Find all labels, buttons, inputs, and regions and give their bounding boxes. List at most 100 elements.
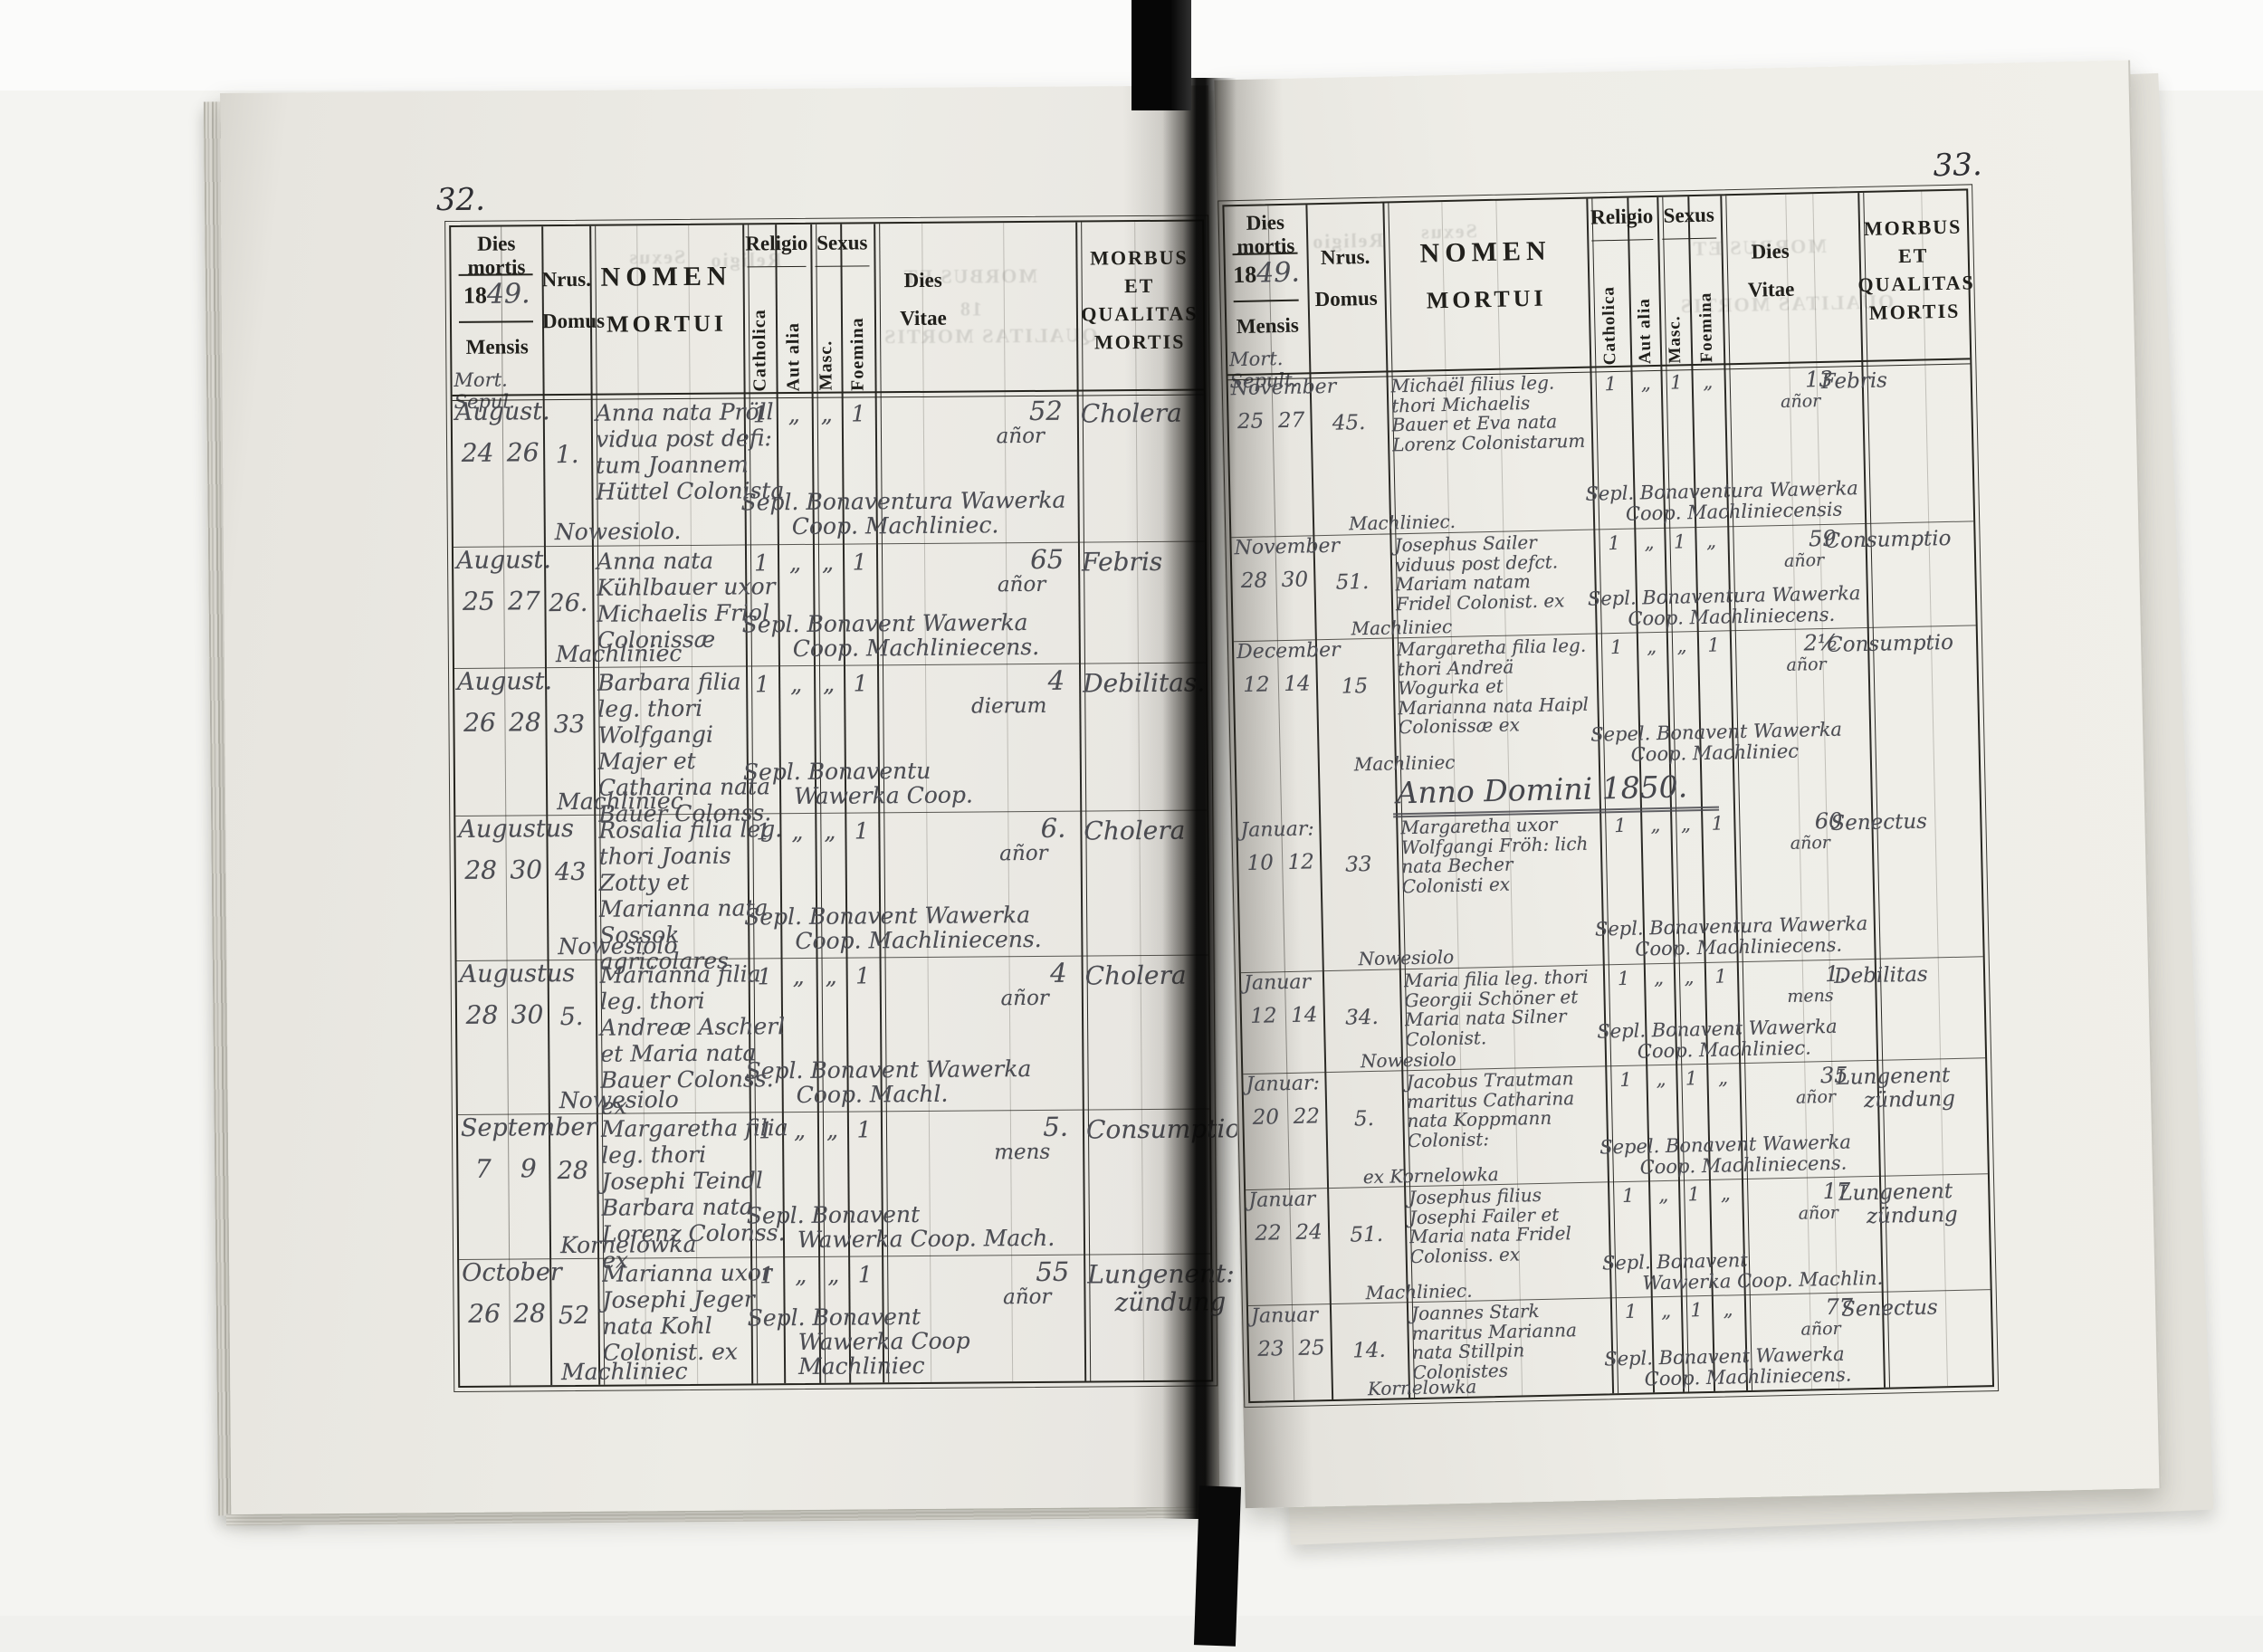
other-religion-mark: „ — [1658, 1183, 1669, 1207]
female-mark: 1 — [856, 1116, 872, 1143]
catholic-mark: 1 — [758, 1117, 774, 1144]
ghost-bleedthrough-text: QUALITAS MORTIS — [883, 323, 1098, 349]
age-unit: mens — [1787, 985, 1834, 1007]
deceased-name: Maria filia leg. thori Georgii Schöner e… — [1403, 965, 1590, 1050]
house-number: 5. — [559, 1002, 584, 1032]
male-mark: 1 — [1687, 1183, 1701, 1206]
male-mark: „ — [823, 670, 835, 697]
other-religion-mark: „ — [792, 962, 805, 990]
age-unit: añor — [1783, 549, 1825, 571]
table-row: August. 25 27 26. Anna nata Kühlbauer uxor M… — [453, 540, 1206, 669]
age-value: 60 añor — [1733, 808, 1843, 855]
catholic-mark: 1 — [1604, 372, 1618, 396]
rule — [1233, 299, 1299, 303]
age-value: 1. mens — [1737, 961, 1847, 1008]
page-number-left: 32. — [435, 181, 486, 219]
house-number: 51. — [1335, 569, 1370, 595]
age-value: 4 añor — [883, 958, 1067, 1013]
table-row: October 26 28 52 Marianna uxor Josephi Jeger… — [459, 1253, 1235, 1387]
house-number: 15 — [1341, 674, 1369, 699]
sexus-header: Sexus — [816, 231, 868, 254]
death-day: 22 — [1255, 1221, 1283, 1246]
age-value: 35 añor — [1739, 1063, 1848, 1110]
death-month: Augustus — [458, 814, 575, 844]
age-unit: añor — [1798, 1202, 1839, 1224]
masc-subheader: Masc. — [816, 340, 836, 391]
other-religion-mark: „ — [1644, 531, 1655, 554]
domus-header: Domus — [541, 309, 606, 333]
death-month: September — [460, 1112, 597, 1142]
disease-name: Debilitas — [1833, 962, 1928, 988]
house-number: 34. — [1344, 1005, 1380, 1030]
house-number: 33 — [1344, 852, 1372, 877]
female-mark: „ — [1723, 1298, 1733, 1321]
male-mark: „ — [1684, 966, 1695, 988]
death-month: Januar — [1248, 1188, 1316, 1213]
aut-alia-subheader: Aut alia — [1634, 298, 1655, 365]
burial-note: Sepl. Bonaventura Wawerka Coop. Machlinie… — [740, 486, 1066, 540]
morbus-header-line: ET — [1897, 244, 1929, 268]
year-printed: 18 — [463, 282, 488, 309]
age-unit: añor — [1800, 1318, 1841, 1340]
other-religion-mark: „ — [790, 670, 803, 698]
age-unit: añor — [1780, 390, 1821, 412]
domus-header: Domus — [1314, 286, 1378, 311]
male-mark: „ — [826, 1116, 839, 1143]
ghost-bleedthrough-text: Sexus — [627, 244, 686, 269]
burial-day: 9 — [520, 1153, 537, 1184]
house-number: 52 — [558, 1301, 590, 1331]
catholica-subheader: Catholica — [1598, 285, 1619, 366]
morbus-header-line: MORBUS — [1863, 215, 1962, 240]
death-day: 7 — [474, 1153, 492, 1184]
house-number: 14. — [1351, 1338, 1387, 1363]
catholic-mark: 1 — [755, 671, 770, 698]
age-unit: añor — [1790, 832, 1831, 854]
female-mark: 1 — [1711, 812, 1724, 835]
burial-day: 27 — [1277, 408, 1305, 434]
catholic-mark: 1 — [757, 963, 772, 990]
catholic-mark: 1 — [1608, 531, 1621, 555]
deceased-name: Josephus filius Josephi Failer et Maria … — [1408, 1183, 1572, 1267]
death-day: 24 — [461, 437, 494, 468]
disease-name: Consumptio — [1826, 630, 1954, 657]
aut-alia-subheader: Aut alia — [783, 321, 804, 392]
male-mark: 1 — [1690, 1299, 1704, 1322]
burial-note: Sepl. Bonaventura Wawerka Coop. Machlinie… — [1585, 477, 1859, 525]
other-religion-mark: „ — [788, 549, 802, 577]
death-day: 28 — [1240, 568, 1268, 594]
burial-day: 26 — [506, 437, 539, 468]
table-row: Januar 12 14 34. Maria filia leg. thori Geor… — [1240, 956, 1986, 1075]
death-day: 26 — [468, 1298, 501, 1329]
sexus-header: Sexus — [1663, 203, 1715, 227]
mensis-header: Mensis — [1236, 313, 1300, 339]
death-day: 26 — [463, 707, 496, 738]
age-value: 77 añor — [1744, 1294, 1854, 1341]
deceased-name: Michaël filius leg. thori Michaelis Baue… — [1390, 371, 1586, 455]
catholic-mark: 1 — [1621, 1184, 1635, 1208]
death-month: Januar — [1250, 1303, 1319, 1328]
rule — [1591, 239, 1654, 242]
disease-name: Lungenent zündung — [1836, 1064, 1956, 1112]
death-month: August. — [455, 546, 552, 575]
other-religion-mark: „ — [791, 817, 804, 845]
ghost-bleedthrough-text: Religio — [1310, 228, 1384, 253]
death-month: Januar — [1243, 970, 1312, 996]
death-day: 12 — [1250, 1004, 1277, 1028]
burial-day: 30 — [511, 999, 544, 1030]
male-mark: 1 — [1669, 371, 1683, 394]
disease-name: Lungenent: zündung — [1087, 1258, 1235, 1318]
other-religion-mark: „ — [1650, 813, 1661, 836]
burial-note: Sepl. Bonavent Wawerka Coop. Machl. — [745, 1055, 1032, 1109]
female-mark: 1 — [852, 549, 867, 576]
disease-name: Lungenent zündung — [1838, 1179, 1958, 1228]
age-unit: añor — [1000, 987, 1049, 1011]
ghost-bleedthrough-text: Sexus — [1418, 219, 1478, 244]
catholic-mark: 1 — [1613, 814, 1627, 837]
house-number: 51. — [1350, 1222, 1384, 1247]
morbus-header-line: ET — [1123, 273, 1155, 298]
age-value: 17 añor — [1742, 1179, 1851, 1226]
year-label: 1849. — [1226, 257, 1308, 290]
morbus-header-line: MORBUS — [1090, 245, 1189, 270]
other-religion-mark: „ — [1653, 966, 1665, 989]
catholic-mark: 1 — [1624, 1300, 1638, 1323]
